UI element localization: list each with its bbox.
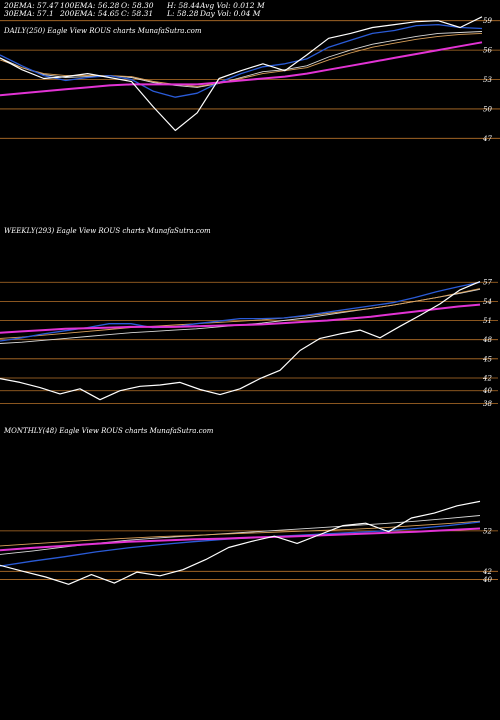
y-tick-label: 50 xyxy=(483,105,492,113)
ema-gray-line xyxy=(0,31,483,88)
y-tick-label: 57 xyxy=(483,279,492,287)
y-tick-label: 56 xyxy=(483,47,492,55)
stat-low: L: 58.28 xyxy=(166,9,199,18)
weekly-panel-title: WEEKLY(293) Eagle View ROUS charts Munaf… xyxy=(4,227,211,235)
y-tick-label: 45 xyxy=(482,355,492,363)
y-tick-label: 40 xyxy=(482,387,492,395)
ema-slow-line xyxy=(0,41,483,97)
y-tick-label: 59 xyxy=(483,17,492,25)
stat-20ema: 20EMA: 57.47 xyxy=(3,1,59,10)
ema-slow-line xyxy=(0,527,481,552)
stat-200ema: 200EMA: 54.65 xyxy=(59,9,119,18)
y-tick-label: 38 xyxy=(483,400,492,408)
ema-fast-line xyxy=(0,23,483,98)
y-tick-label: 40 xyxy=(482,576,492,584)
price-line xyxy=(0,500,481,585)
ema-mid-line xyxy=(0,288,481,339)
ema-mid-line xyxy=(0,32,483,87)
ema-slow-line xyxy=(0,303,481,334)
stat-open: O: 58.30 xyxy=(121,1,154,10)
stat-30ema: 30EMA: 57.1 xyxy=(4,9,54,18)
daily-panel: DAILY(250) Eagle View ROUS charts Munafa… xyxy=(0,16,500,143)
weekly-panel: WEEKLY(293) Eagle View ROUS charts Munaf… xyxy=(0,227,498,408)
y-tick-label: 53 xyxy=(483,76,492,84)
price-line xyxy=(0,16,483,132)
y-tick-label: 51 xyxy=(483,317,492,325)
daily-panel-title: DAILY(250) Eagle View ROUS charts Munafa… xyxy=(3,27,202,35)
header-stats: 20EMA: 57.47 100EMA: 56.28 O: 58.30 H: 5… xyxy=(3,1,265,18)
stat-avg-vol: Avg Vol: 0.012 M xyxy=(199,1,265,10)
stat-close: C: 58.31 xyxy=(121,9,153,18)
ema-mid-line xyxy=(0,520,481,547)
stat-100ema: 100EMA: 56.28 xyxy=(60,1,119,10)
y-tick-label: 48 xyxy=(482,336,492,344)
stat-day-vol: Day Vol: 0.04 M xyxy=(199,9,261,18)
monthly-panel: MONTHLY(48) Eagle View ROUS charts Munaf… xyxy=(0,427,498,585)
y-tick-label: 42 xyxy=(482,374,492,382)
stat-high: H: 58.44 xyxy=(166,1,200,10)
y-tick-label: 42 xyxy=(482,568,492,576)
y-tick-label: 54 xyxy=(483,298,492,306)
y-tick-label: 47 xyxy=(482,135,492,143)
y-tick-label: 52 xyxy=(483,527,492,535)
price-line xyxy=(0,281,481,401)
monthly-panel-title: MONTHLY(48) Eagle View ROUS charts Munaf… xyxy=(3,427,214,435)
